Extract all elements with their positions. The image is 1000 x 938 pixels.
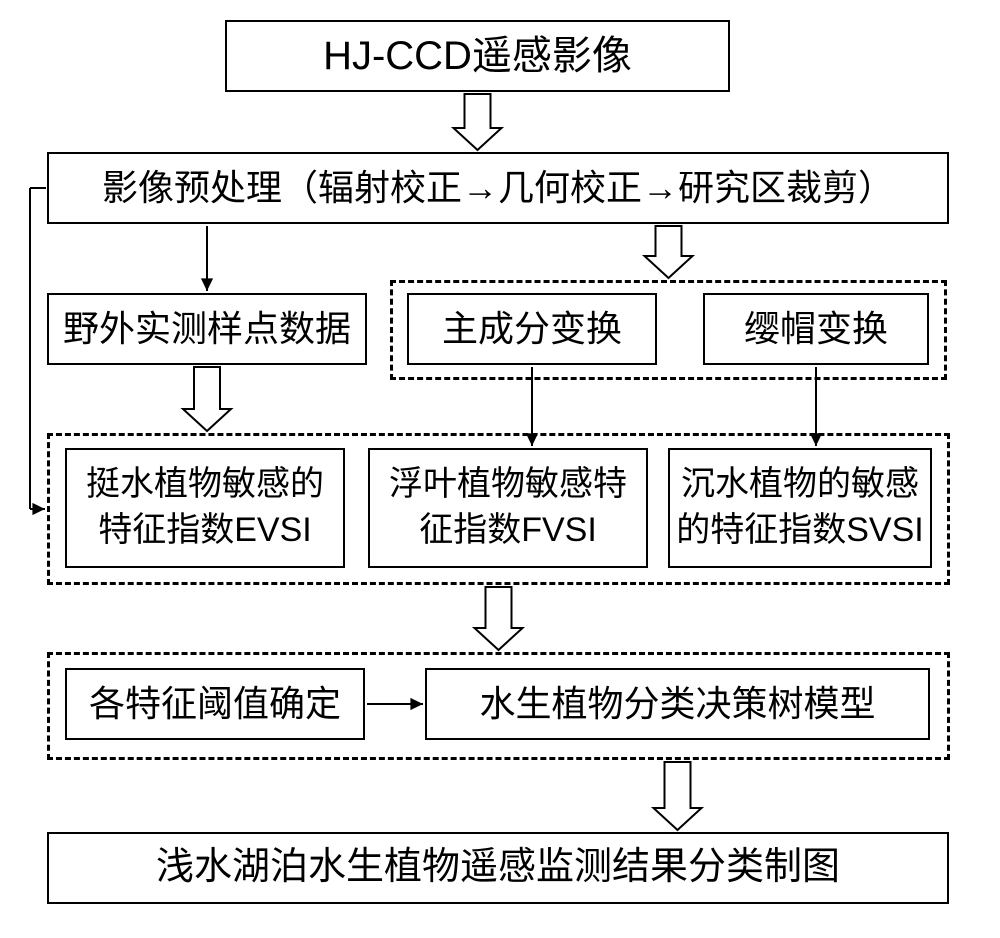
flowchart-canvas: HJ-CCD遥感影像 影像预处理（辐射校正→几何校正→研究区裁剪） 野外实测样点… xyxy=(0,0,1000,938)
node-evsi: 挺水植物敏感的特征指数EVSI xyxy=(65,448,345,568)
node-svsi: 沉水植物的敏感的特征指数SVSI xyxy=(668,448,932,568)
label: 影像预处理（辐射校正→几何校正→研究区裁剪） xyxy=(102,164,894,213)
node-result-map: 浅水湖泊水生植物遥感监测结果分类制图 xyxy=(47,832,949,904)
label: 挺水植物敏感的特征指数EVSI xyxy=(73,462,337,554)
label: HJ-CCD遥感影像 xyxy=(323,29,632,83)
label: 浅水湖泊水生植物遥感监测结果分类制图 xyxy=(156,842,840,893)
label: 缨帽变换 xyxy=(744,305,888,354)
node-decision-tree: 水生植物分类决策树模型 xyxy=(425,668,930,740)
node-fvsi: 浮叶植物敏感特征指数FVSI xyxy=(368,448,648,568)
node-pca-transform: 主成分变换 xyxy=(407,293,657,365)
node-field-data: 野外实测样点数据 xyxy=(47,293,367,365)
node-threshold: 各特征阈值确定 xyxy=(65,668,365,740)
label: 野外实测样点数据 xyxy=(63,305,351,354)
label: 沉水植物的敏感的特征指数SVSI xyxy=(676,462,924,554)
label: 各特征阈值确定 xyxy=(89,680,341,729)
label: 水生植物分类决策树模型 xyxy=(479,680,875,729)
node-hj-ccd-image: HJ-CCD遥感影像 xyxy=(225,20,730,92)
label: 主成分变换 xyxy=(442,305,622,354)
label: 浮叶植物敏感特征指数FVSI xyxy=(376,462,640,554)
node-tasseled-cap: 缨帽变换 xyxy=(703,293,929,365)
node-preprocessing: 影像预处理（辐射校正→几何校正→研究区裁剪） xyxy=(47,152,949,224)
